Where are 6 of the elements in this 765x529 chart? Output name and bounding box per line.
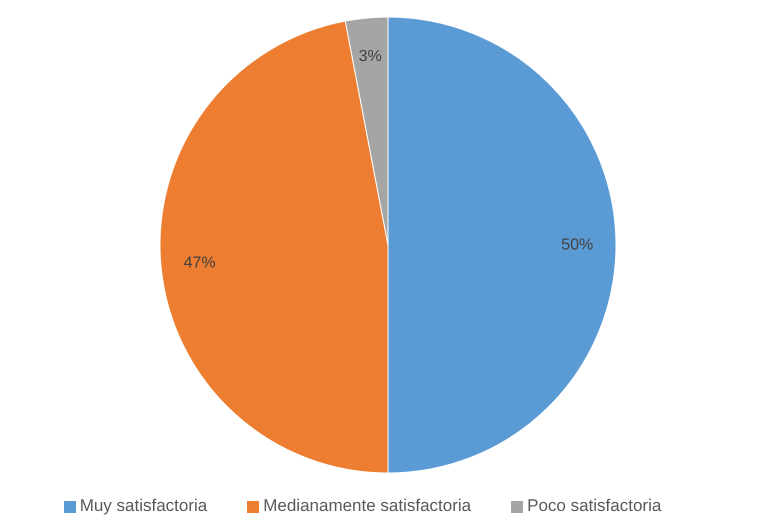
legend-label: Muy satisfactoria xyxy=(80,496,208,515)
legend-label: Medianamente satisfactoria xyxy=(263,496,472,515)
data-label: 50% xyxy=(561,236,594,254)
legend-label: Poco satisfactoria xyxy=(527,496,662,515)
data-label: 47% xyxy=(184,254,216,272)
data-label: 3% xyxy=(358,48,382,66)
